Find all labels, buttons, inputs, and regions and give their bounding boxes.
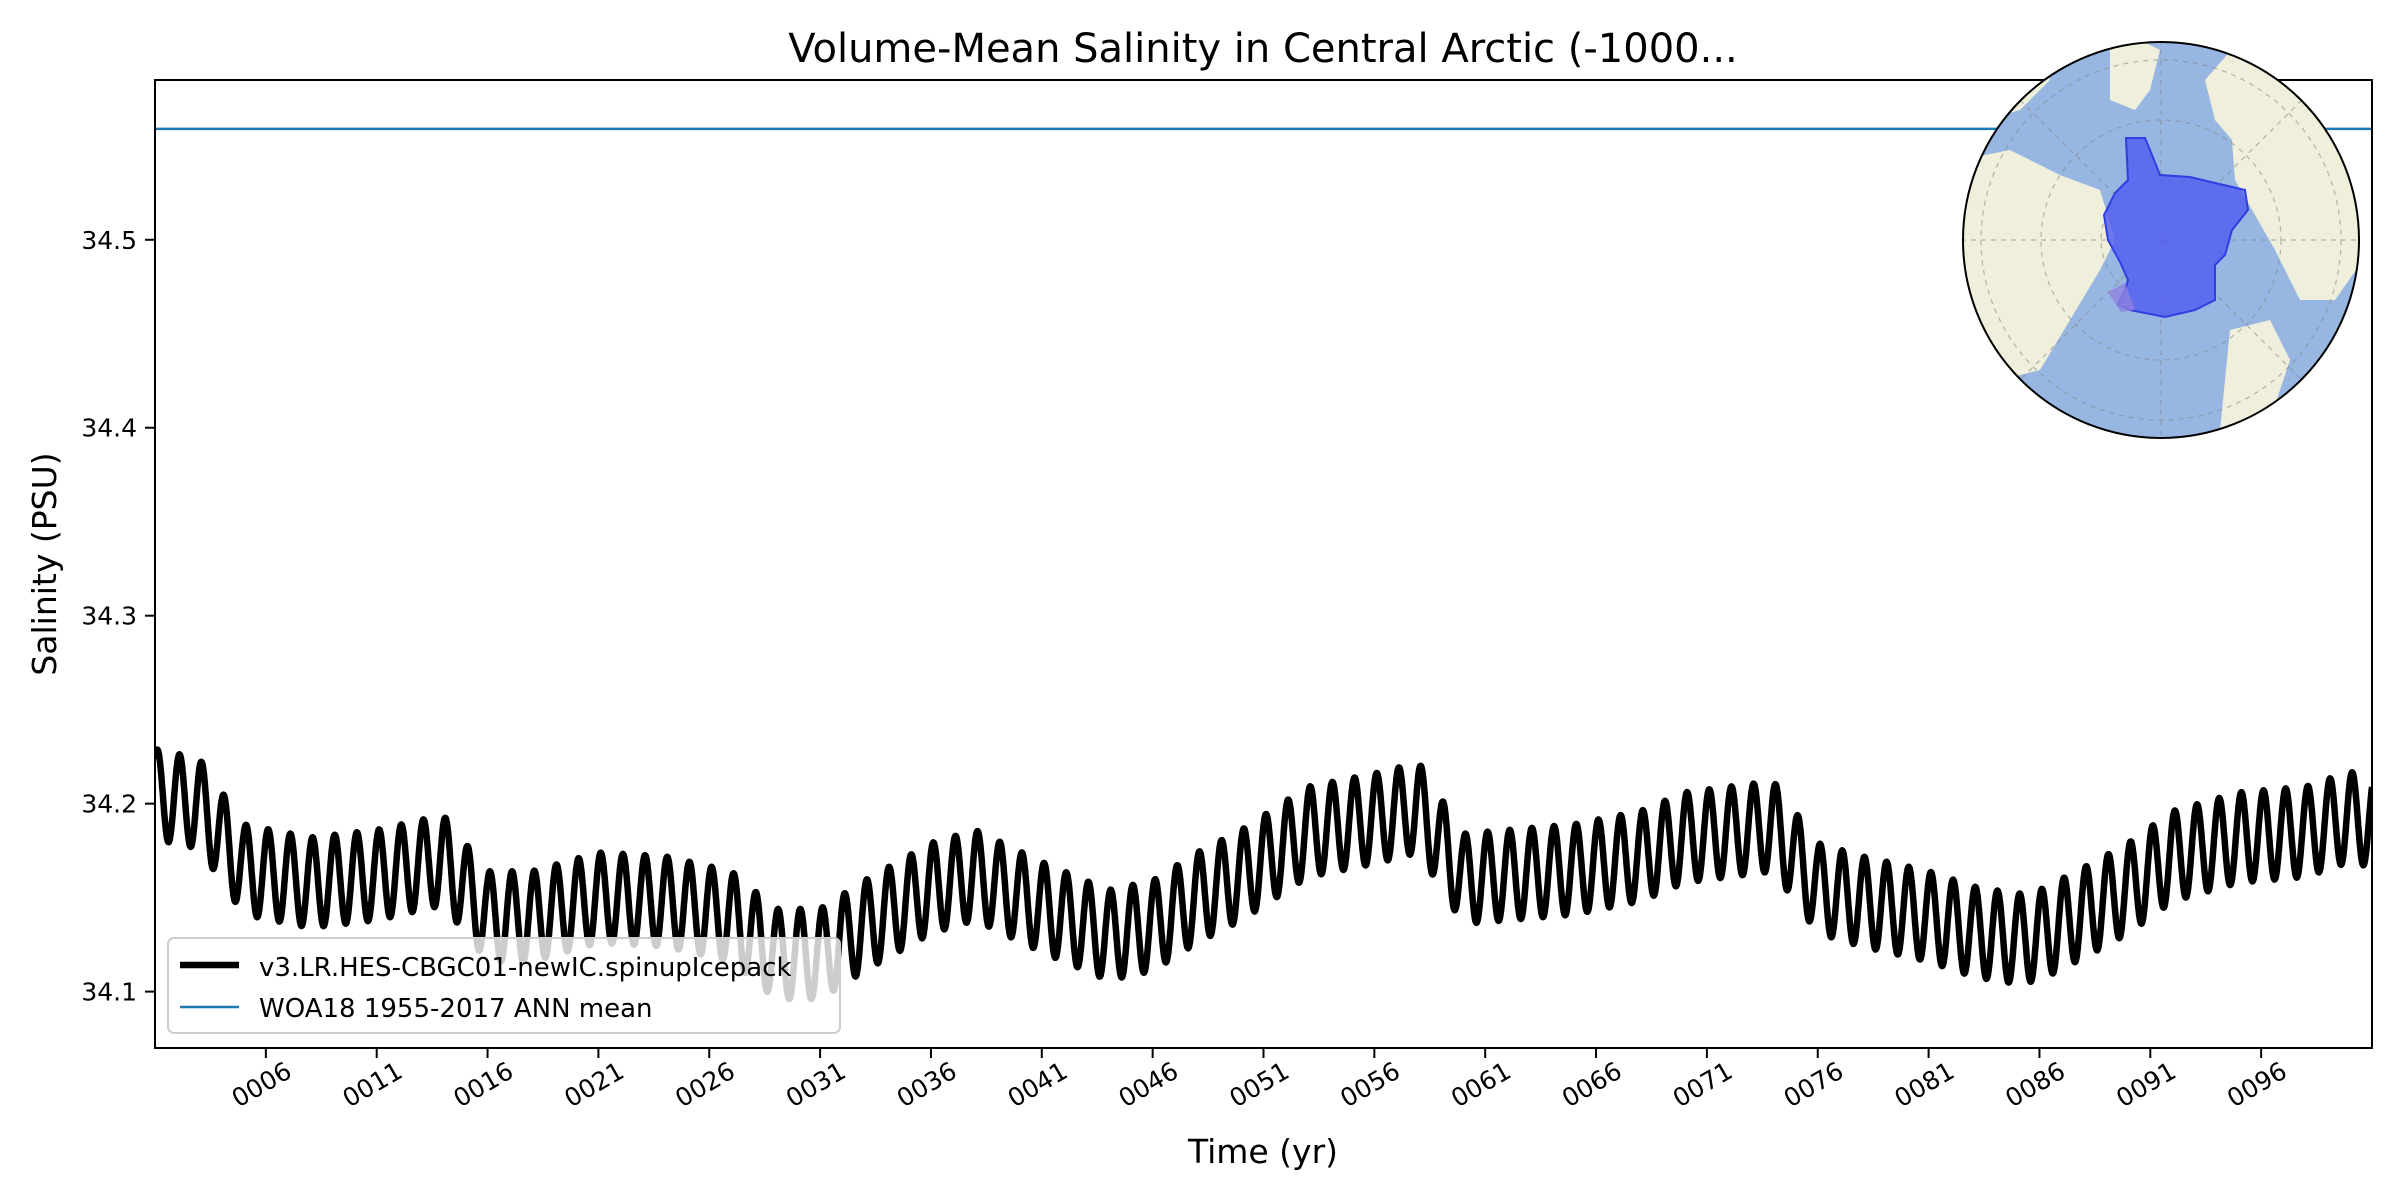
y-tick-label: 34.1 [81,978,137,1007]
x-tick-label: 0076 [1779,1056,1849,1113]
x-tick-label: 0006 [227,1056,297,1113]
x-tick-label: 0071 [1668,1056,1738,1113]
x-tick-label: 0051 [1224,1056,1294,1113]
y-tick-label: 34.2 [81,790,137,819]
y-axis-label: Salinity (PSU) [25,452,64,675]
x-tick-label: 0081 [1890,1056,1960,1113]
x-tick-label: 0041 [1003,1056,1073,1113]
y-tick-label: 34.5 [81,226,137,255]
x-axis-label: Time (yr) [1187,1132,1338,1171]
x-tick-label: 0091 [2111,1056,2181,1113]
x-tick-label: 0046 [1114,1056,1184,1113]
central-arctic-region [2102,137,2250,319]
y-tick-label: 34.4 [81,414,137,443]
legend-label-model: v3.LR.HES-CBGC01-newIC.spinupIcepack [259,953,792,983]
x-tick-label: 0011 [338,1056,408,1113]
x-tick-label: 0016 [448,1056,518,1113]
map-border [1962,41,2360,439]
legend: v3.LR.HES-CBGC01-newIC.spinupIcepack WOA… [167,937,841,1034]
x-tick-label: 0056 [1335,1056,1405,1113]
chart-title: Volume-Mean Salinity in Central Arctic (… [788,26,1738,72]
x-tick-label: 0066 [1557,1056,1627,1113]
y-axis-ticks: 34.1 34.2 34.3 34.4 34.5 [81,226,155,1007]
x-axis-ticks: 0006 0011 0016 0021 0026 0031 0036 0041 0046 0051… [227,1048,2292,1113]
x-tick-label: 0086 [2000,1056,2070,1113]
x-tick-label: 0026 [670,1056,740,1113]
x-tick-label: 0096 [2222,1056,2292,1113]
y-tick-label: 34.3 [81,602,137,631]
central-arctic-region-tail [2108,283,2135,312]
legend-box [167,937,841,1034]
map-land-north-america [1963,150,2115,380]
legend-label-woa18: WOA18 1955-2017 ANN mean [259,994,653,1024]
x-tick-label: 0031 [781,1056,851,1113]
x-tick-label: 0061 [1446,1056,1516,1113]
plot-frame [154,79,2373,1049]
x-tick-label: 0021 [559,1056,629,1113]
map-land-greenland [2110,42,2160,110]
x-tick-label: 0036 [892,1056,962,1113]
